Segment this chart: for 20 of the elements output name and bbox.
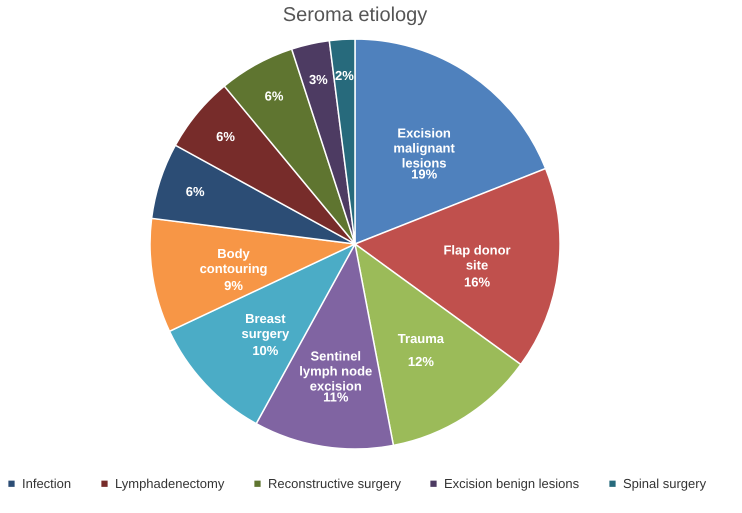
- data-label: 2%: [335, 68, 354, 84]
- slice-label: Trauma: [398, 330, 445, 346]
- legend-label: Reconstructive surgery: [268, 476, 402, 491]
- data-label: 9%: [224, 278, 244, 294]
- data-label: 10%: [252, 343, 279, 358]
- legend-label: Spinal surgery: [623, 476, 707, 491]
- slice-label: Body contouring: [200, 246, 268, 276]
- data-label: 6%: [216, 128, 236, 144]
- data-label: 16%: [464, 274, 490, 290]
- data-label: 3%: [308, 72, 328, 87]
- slice-label: Breast surgery: [241, 311, 290, 342]
- chart-title: Seroma etiology: [282, 4, 428, 26]
- legend-label: Lymphadenectomy: [115, 476, 225, 491]
- data-label: 6%: [186, 184, 205, 200]
- data-label: 6%: [264, 88, 284, 104]
- legend-label: Infection: [22, 476, 72, 491]
- slice-label: Flap donor site: [443, 242, 511, 272]
- data-label: 12%: [408, 354, 434, 369]
- slice-label: Excision malignant lesions: [393, 125, 456, 170]
- legend-label: Excision benign lesions: [444, 476, 580, 491]
